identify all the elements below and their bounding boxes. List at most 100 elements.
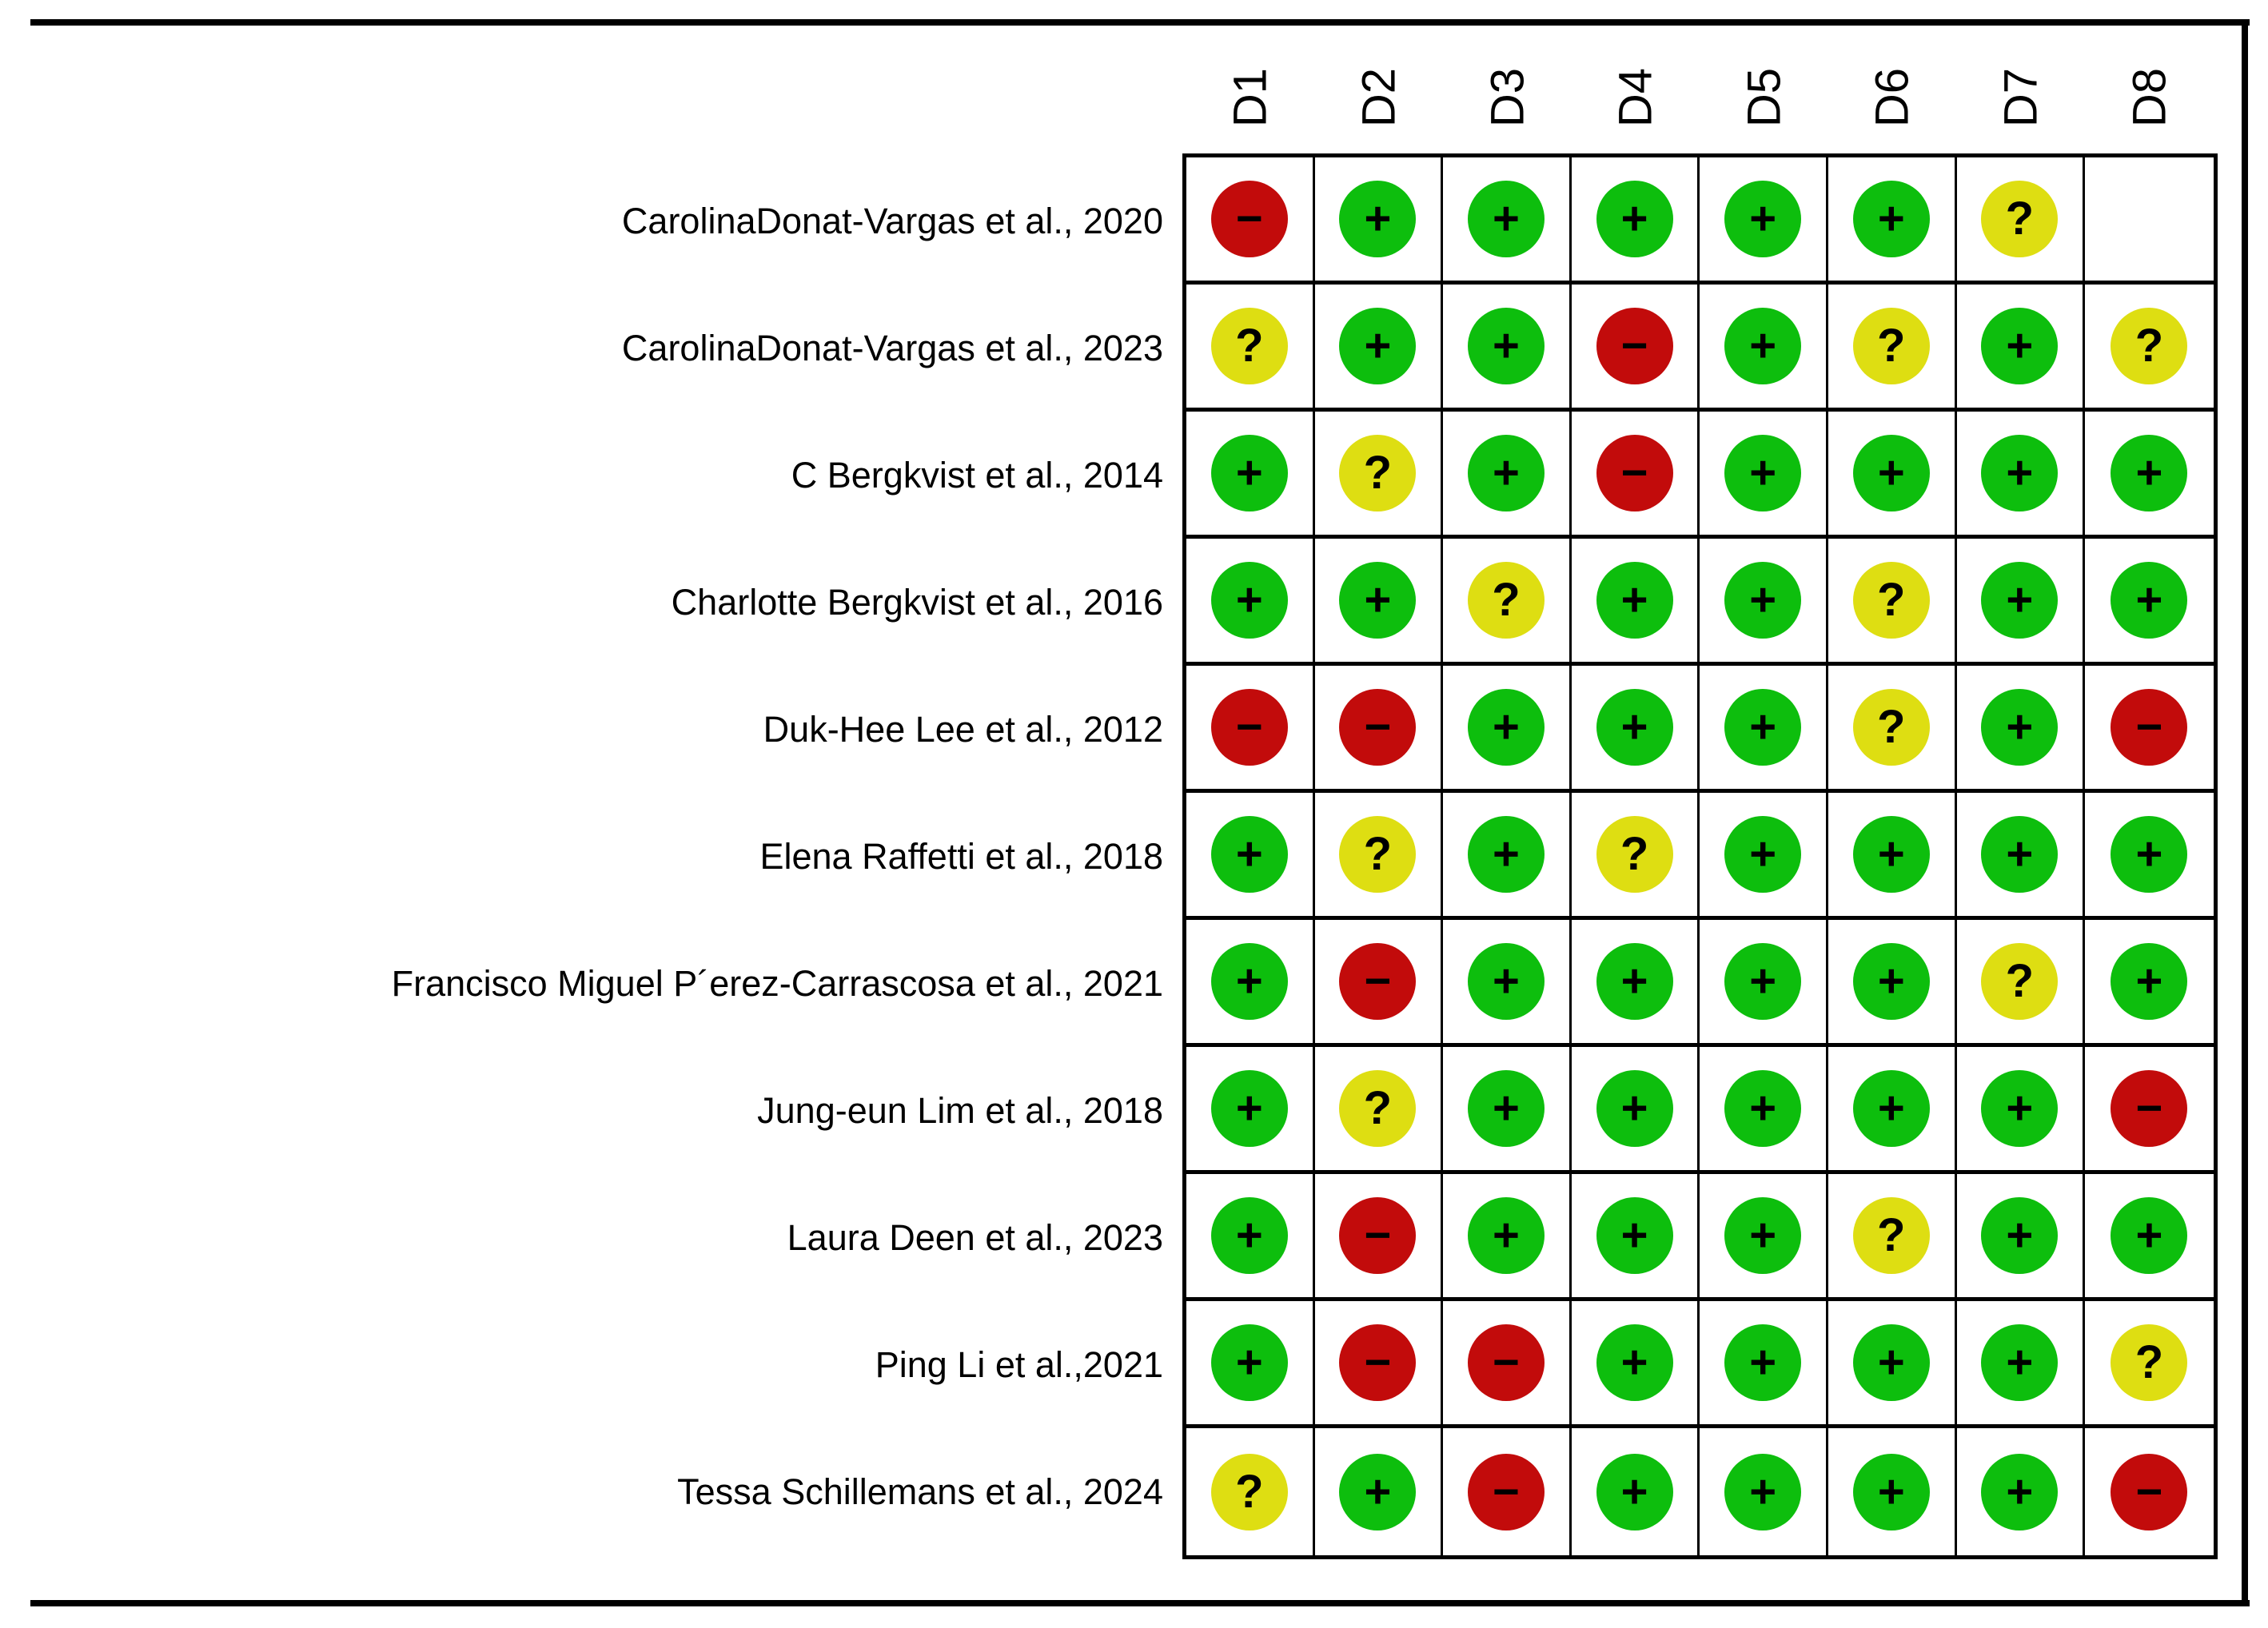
judgement-circle-positive: +	[1852, 1453, 1930, 1530]
judgement-circle-positive: +	[2111, 1197, 2188, 1274]
judgement-cell: +	[1443, 412, 1572, 539]
judgement-cell: +	[1700, 1047, 1828, 1174]
judgement-cell: +	[1700, 157, 1828, 285]
judgement-circle-positive: +	[1210, 816, 1288, 893]
judgement-circle-positive: +	[1724, 816, 1802, 893]
study-label: Laura Deen et al., 2023	[787, 1216, 1163, 1258]
judgement-circle-negative: −	[1596, 435, 1673, 511]
judgement-cell: ?	[2085, 1301, 2214, 1428]
judgement-cell: +	[1700, 1174, 1828, 1301]
study-label: C Bergkvist et al., 2014	[791, 454, 1163, 496]
judgement-circle-unclear: ?	[1596, 816, 1673, 893]
judgement-cell: +	[1828, 412, 1957, 539]
judgement-cell: +	[1956, 793, 2086, 920]
judgement-circle-positive: +	[1596, 689, 1673, 766]
study-label: Duk-Hee Lee et al., 2012	[763, 708, 1163, 750]
judgement-circle-positive: +	[1724, 1197, 1802, 1274]
judgement-circle-positive: +	[2111, 816, 2188, 893]
judgement-circle-negative: −	[2111, 689, 2188, 766]
judgement-circle-positive: +	[1210, 1197, 1288, 1274]
judgement-circle-unclear: ?	[1852, 1197, 1930, 1274]
column-header-5: D5	[1738, 67, 1791, 128]
judgement-cell: +	[1957, 1428, 2086, 1555]
judgement-cell: +	[1443, 285, 1572, 412]
judgement-cell: +	[2085, 539, 2214, 666]
judgement-cell: +	[1700, 1301, 1828, 1428]
judgement-cell: −	[1314, 1174, 1444, 1301]
judgement-circle-unclear: ?	[1339, 1070, 1417, 1147]
column-header-8: D8	[2123, 67, 2175, 128]
judgement-cell: +	[1828, 793, 1957, 920]
judgement-circle-positive: +	[1596, 1070, 1673, 1147]
judgement-circle-positive: +	[1724, 689, 1802, 766]
judgement-circle-unclear: ?	[1339, 435, 1417, 511]
judgement-cell: +	[1314, 285, 1444, 412]
judgement-circle-negative: −	[1339, 943, 1417, 1020]
judgement-circle-negative: −	[1210, 181, 1288, 257]
judgement-cell	[2085, 157, 2214, 285]
judgement-circle-positive: +	[1852, 816, 1930, 893]
judgement-cell: +	[1828, 920, 1957, 1047]
judgement-cell: −	[1314, 1301, 1444, 1428]
judgement-cell: +	[1956, 1047, 2086, 1174]
judgement-circle-positive: +	[1981, 435, 2059, 511]
study-label: Tessa Schillemans et al., 2024	[677, 1471, 1163, 1512]
judgement-cell: +	[1314, 539, 1444, 666]
judgement-cell: +	[1314, 157, 1444, 285]
judgement-cell: +	[1571, 1174, 1700, 1301]
judgement-circle-positive: +	[1467, 1197, 1545, 1274]
judgement-cell: ?	[1186, 1428, 1315, 1555]
judgement-circle-positive: +	[1724, 562, 1802, 639]
judgement-circle-positive: +	[1467, 816, 1545, 893]
judgement-cell: +	[1828, 1428, 1957, 1555]
judgement-circle-positive: +	[1852, 435, 1930, 511]
judgement-cell: ?	[1571, 793, 1700, 920]
judgement-circle-positive: +	[2111, 943, 2188, 1020]
judgement-cell: +	[1186, 920, 1315, 1047]
judgement-cell: +	[1443, 793, 1572, 920]
judgement-circle-positive: +	[1596, 943, 1673, 1020]
judgement-cell: +	[2085, 920, 2214, 1047]
judgement-circle-positive: +	[1981, 816, 2059, 893]
bottom-rule	[30, 1600, 2250, 1606]
judgement-circle-positive: +	[1596, 1453, 1673, 1530]
judgement-circle-positive: +	[1210, 562, 1288, 639]
judgement-circle-positive: +	[1596, 181, 1673, 257]
judgement-cell: +	[1571, 1301, 1700, 1428]
judgement-cell: +	[1956, 412, 2086, 539]
judgement-cell: −	[1186, 666, 1315, 793]
judgement-circle-unclear: ?	[1210, 1453, 1288, 1530]
judgement-circle-negative: −	[1596, 308, 1673, 384]
judgement-circle-positive: +	[1339, 1453, 1417, 1530]
judgement-circle-positive: +	[1724, 435, 1802, 511]
judgement-cell: +	[1700, 666, 1828, 793]
judgement-circle-positive: +	[1852, 181, 1930, 257]
judgement-cell: +	[1186, 1301, 1315, 1428]
judgement-circle-positive: +	[1981, 1324, 2059, 1401]
judgement-circle-positive: +	[1852, 1324, 1930, 1401]
judgement-cell: ?	[1186, 285, 1315, 412]
judgement-circle-unclear: ?	[1852, 308, 1930, 384]
judgement-cell: −	[2085, 1428, 2214, 1555]
judgement-cell: +	[1186, 539, 1315, 666]
study-label: Ping Li et al.,2021	[875, 1343, 1163, 1385]
judgement-cell: +	[1700, 412, 1828, 539]
judgement-circle-positive: +	[1467, 689, 1545, 766]
judgement-circle-positive: +	[1339, 181, 1417, 257]
judgement-circle-positive: +	[1210, 1070, 1288, 1147]
judgement-circle-positive: +	[1981, 689, 2059, 766]
judgement-circle-positive: +	[1981, 1197, 2059, 1274]
judgement-cell: +	[1956, 666, 2086, 793]
judgement-cell: +	[1956, 1301, 2086, 1428]
judgement-circle-positive: +	[2111, 562, 2188, 639]
judgement-cell: ?	[1828, 666, 1957, 793]
judgement-circle-positive: +	[1596, 1197, 1673, 1274]
judgement-circle-positive: +	[1724, 181, 1802, 257]
judgement-cell: +	[1443, 666, 1572, 793]
judgement-circle-positive: +	[1467, 435, 1545, 511]
judgement-cell: ?	[1314, 793, 1444, 920]
judgement-cell: +	[1571, 157, 1700, 285]
judgement-cell: +	[1443, 920, 1572, 1047]
study-label: Charlotte Bergkvist et al., 2016	[671, 581, 1163, 623]
